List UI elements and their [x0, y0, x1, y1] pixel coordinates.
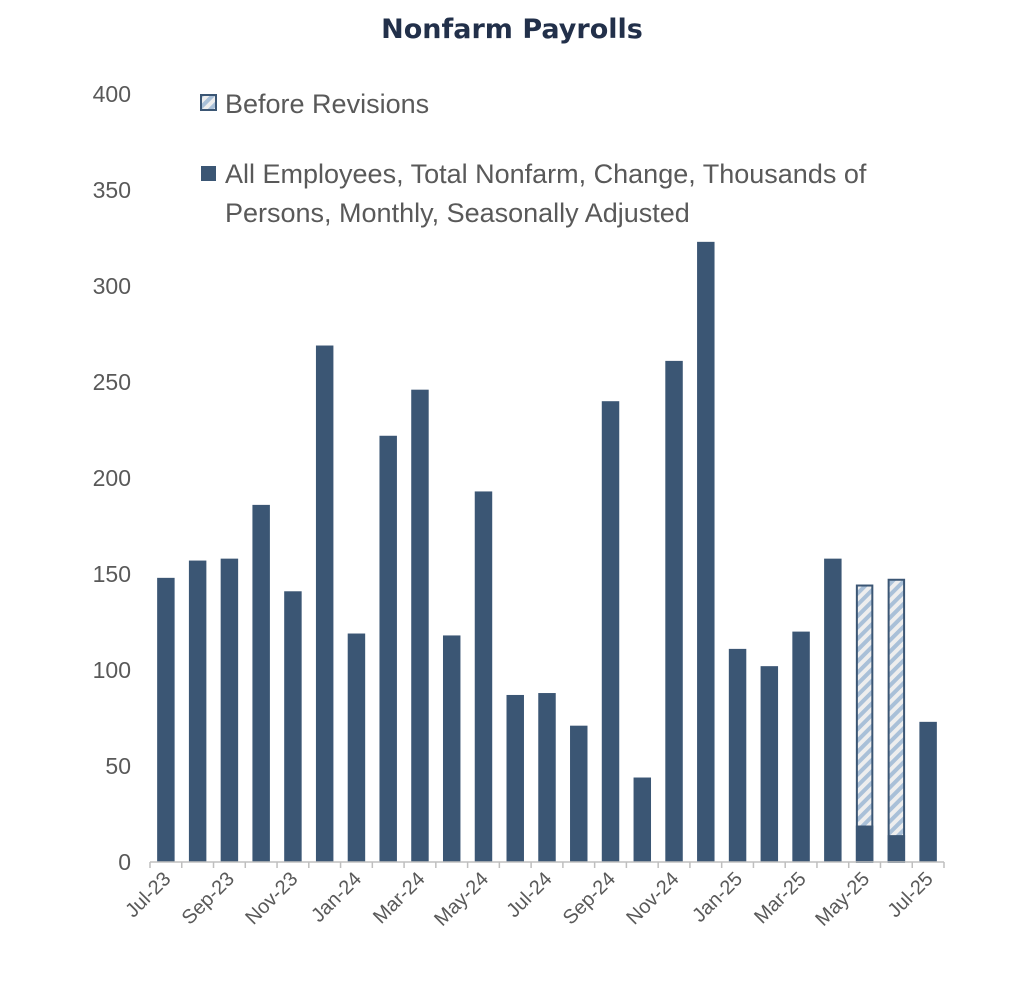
- bar-total-nonfarm: [347, 633, 366, 862]
- x-tick-label: May-25: [811, 868, 874, 931]
- legend-swatch-before-revisions: [200, 94, 217, 111]
- y-tick-label: 400: [93, 81, 131, 107]
- bar-total-nonfarm: [442, 635, 461, 862]
- bar-total-nonfarm: [474, 491, 493, 862]
- bar-total-nonfarm: [887, 835, 906, 862]
- x-tick-label: Jan-24: [307, 868, 366, 927]
- chart-title: Nonfarm Payrolls: [381, 14, 643, 45]
- x-tick-label: Jan-25: [688, 868, 747, 927]
- bar-total-nonfarm: [379, 435, 397, 862]
- legend: Before Revisions All Employees, Total Non…: [200, 89, 867, 228]
- bar-total-nonfarm: [919, 721, 937, 862]
- bar-before-revisions: [855, 584, 874, 864]
- bar-before-revisions: [887, 578, 906, 863]
- y-tick-label: 250: [93, 369, 131, 395]
- bar-total-nonfarm: [157, 577, 175, 862]
- bar-total-nonfarm: [665, 360, 683, 862]
- bar-total-nonfarm: [855, 825, 874, 862]
- y-tick-label: 50: [105, 753, 131, 779]
- legend-swatch-total-nonfarm: [201, 166, 216, 181]
- x-tick-label: Nov-24: [622, 868, 683, 929]
- bar-total-nonfarm: [284, 591, 302, 862]
- x-tick-label: Sep-24: [559, 868, 620, 929]
- bars: [157, 241, 937, 864]
- x-tick-label: May-24: [430, 868, 493, 931]
- y-tick-label: 100: [93, 657, 131, 683]
- y-tick-label: 350: [93, 177, 131, 203]
- bar-total-nonfarm: [760, 666, 779, 862]
- legend-label-total-nonfarm: All Employees, Total Nonfarm, Change, Th…: [225, 159, 867, 189]
- bar-total-nonfarm: [570, 725, 588, 862]
- x-tick-label: Mar-25: [750, 868, 810, 928]
- x-tick-label: Mar-24: [369, 868, 429, 928]
- bar-total-nonfarm: [633, 777, 652, 862]
- x-axis: Jul-23 Sep-23 Nov-23 Jan-24 Mar-24 May-24 Jul-…: [121, 861, 945, 931]
- bar-total-nonfarm: [188, 560, 207, 862]
- bar-total-nonfarm: [220, 558, 239, 862]
- x-tick-label: Sep-23: [178, 868, 239, 929]
- y-axis: 0 50 100 150 200 250 300 350 400: [93, 81, 131, 875]
- bar-total-nonfarm: [252, 504, 270, 862]
- x-tick-label: Jul-25: [884, 868, 938, 922]
- bar-total-nonfarm: [792, 631, 810, 862]
- bar-total-nonfarm: [538, 693, 556, 862]
- x-tick-label: Jul-23: [121, 868, 175, 922]
- bar-total-nonfarm: [506, 694, 524, 862]
- y-tick-label: 150: [93, 561, 131, 587]
- x-tick-label: Nov-23: [241, 868, 302, 929]
- legend-label-total-nonfarm: Persons, Monthly, Seasonally Adjusted: [225, 198, 690, 228]
- legend-label-before-revisions: Before Revisions: [225, 89, 429, 119]
- x-tick-label: Jul-24: [502, 868, 556, 922]
- bar-total-nonfarm: [824, 558, 842, 862]
- bar-total-nonfarm: [601, 401, 620, 862]
- y-tick-label: 0: [118, 849, 131, 875]
- bar-total-nonfarm: [315, 345, 334, 862]
- bar-total-nonfarm: [728, 648, 747, 862]
- bar-total-nonfarm: [411, 389, 429, 862]
- y-tick-label: 300: [93, 273, 131, 299]
- y-tick-label: 200: [93, 465, 131, 491]
- bar-total-nonfarm: [697, 241, 715, 863]
